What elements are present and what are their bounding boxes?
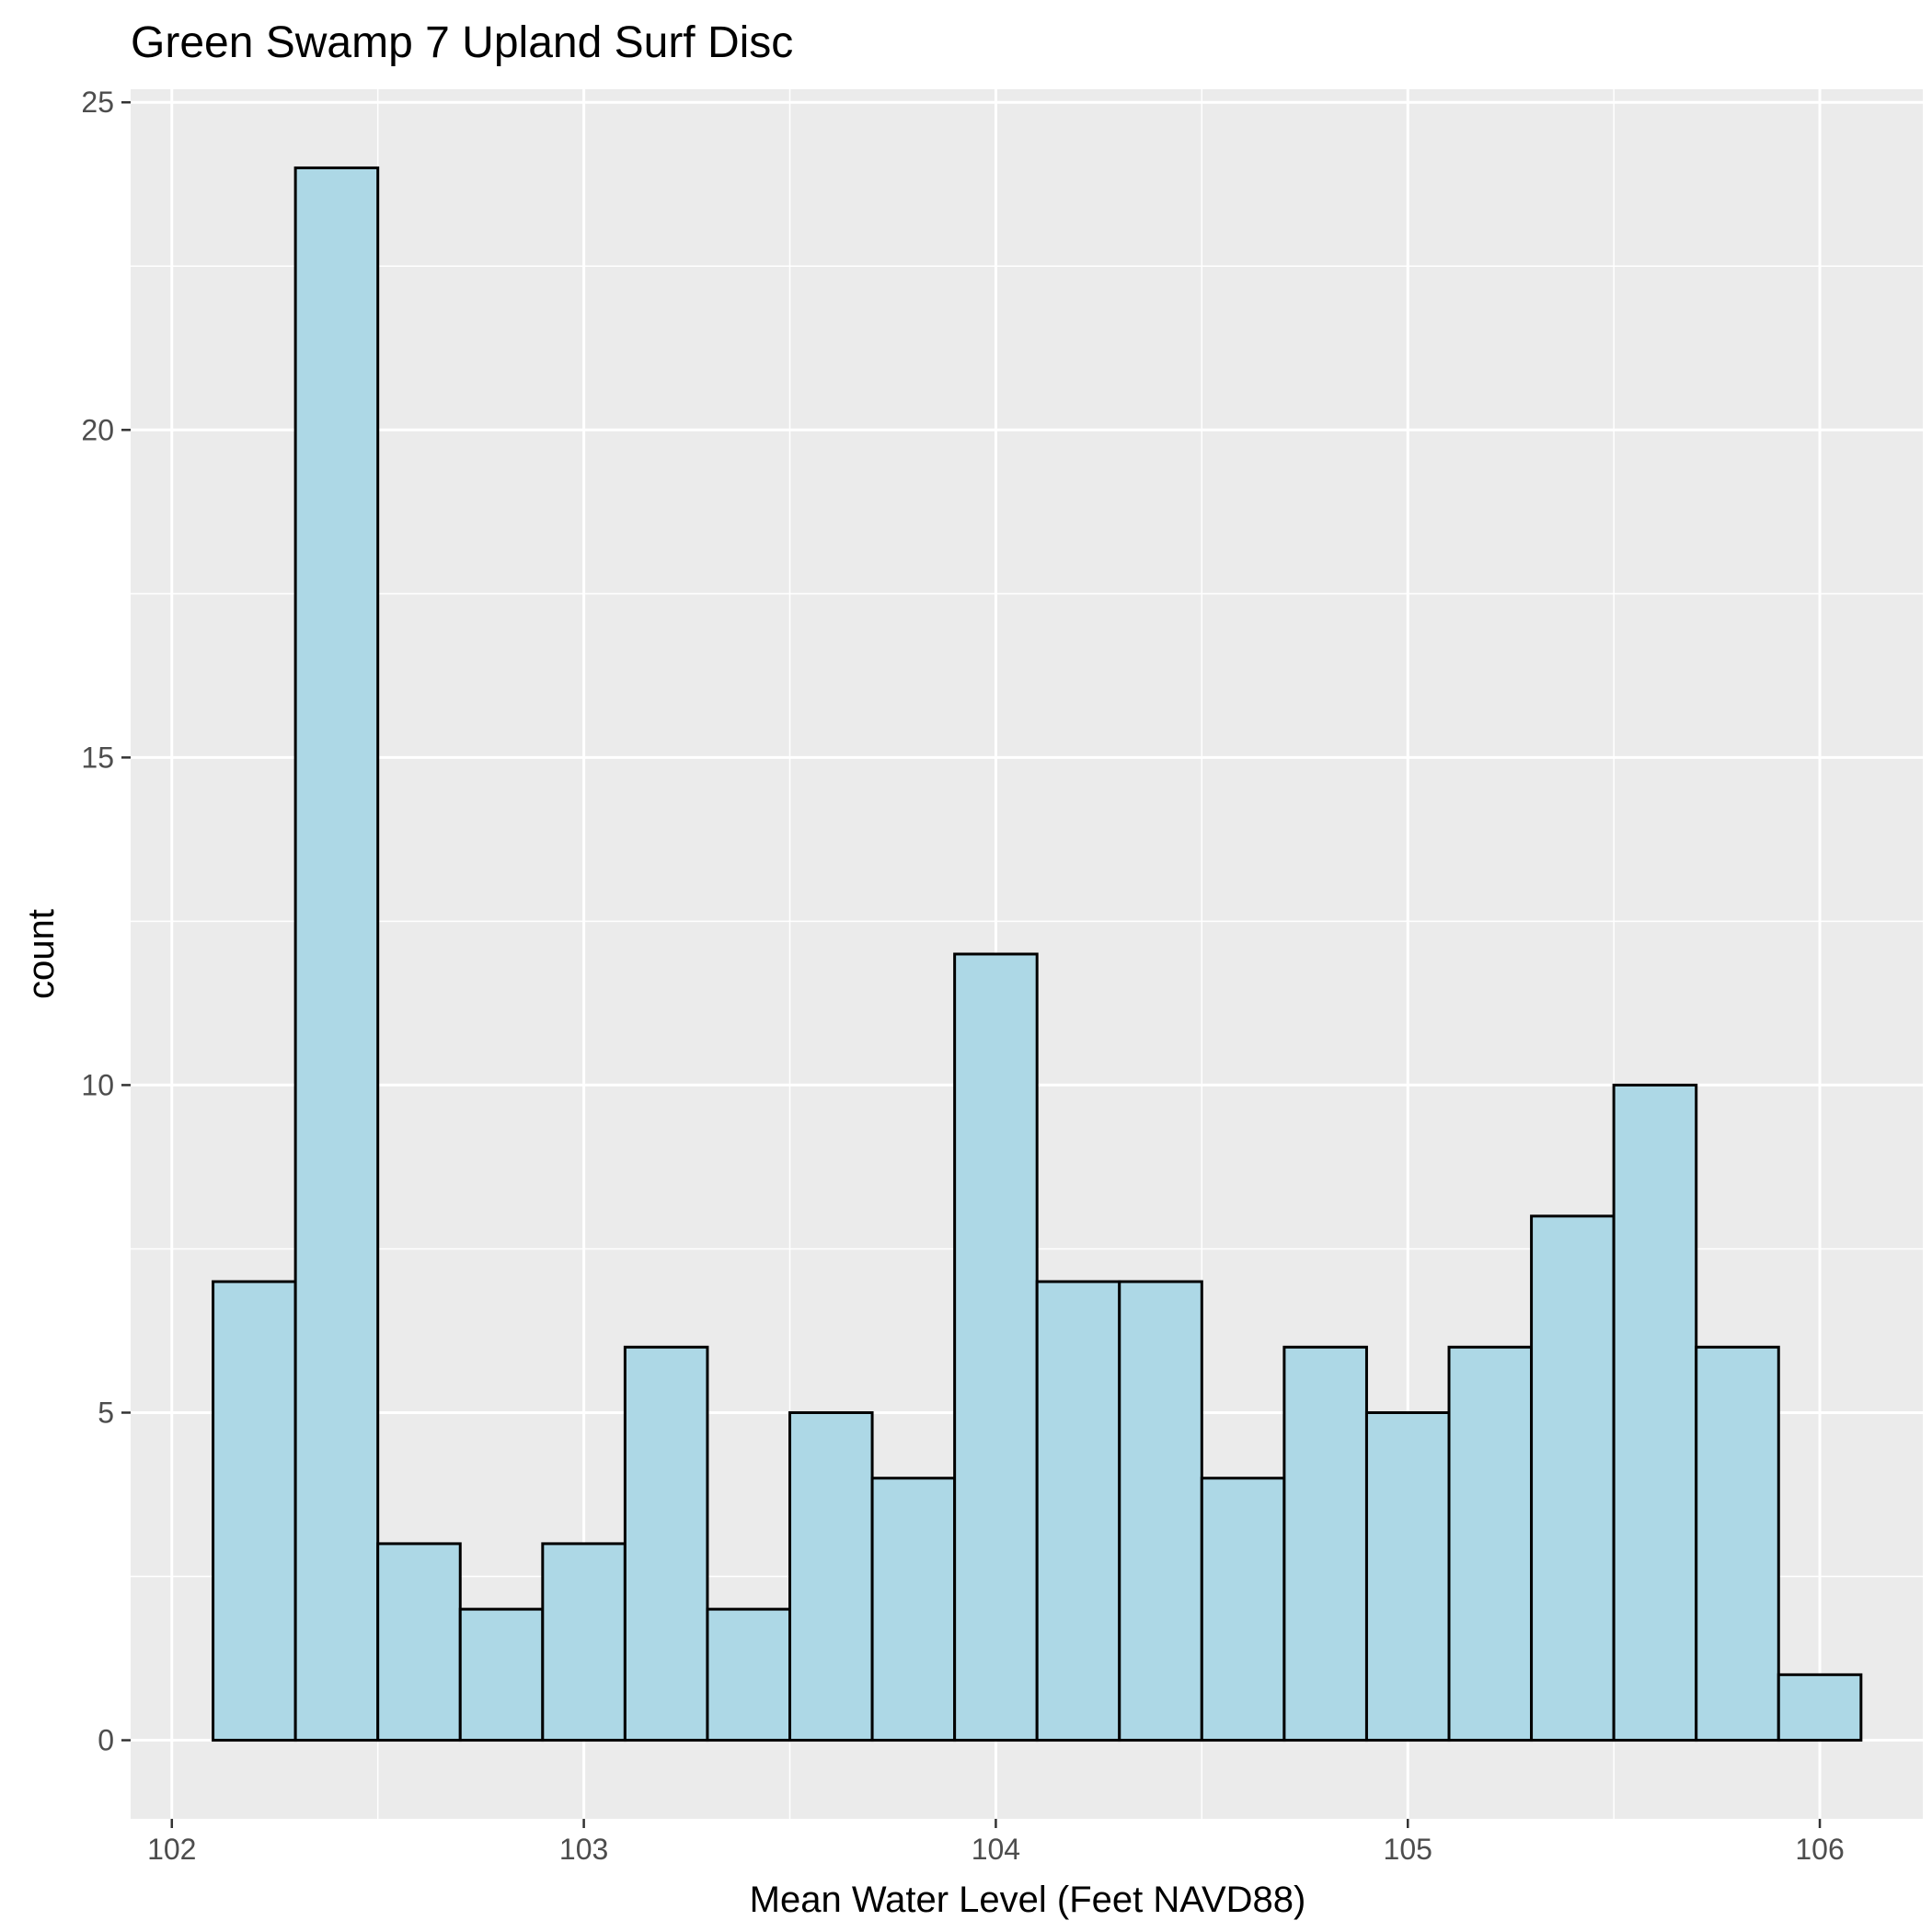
x-tick-label: 103 bbox=[559, 1833, 608, 1866]
histogram-bar bbox=[1695, 1345, 1780, 1742]
x-tick-label: 106 bbox=[1795, 1833, 1844, 1866]
y-tick-label: 0 bbox=[98, 1724, 114, 1757]
y-tick-label: 25 bbox=[81, 86, 114, 119]
x-tick-label: 105 bbox=[1384, 1833, 1432, 1866]
histogram-bar bbox=[293, 166, 380, 1742]
histogram-bar bbox=[1282, 1345, 1368, 1742]
x-axis-title: Mean Water Level (Feet NAVD88) bbox=[750, 1880, 1306, 1920]
histogram-bar bbox=[1364, 1410, 1451, 1742]
histogram-bar bbox=[870, 1477, 957, 1742]
y-tick-label: 15 bbox=[81, 741, 114, 774]
y-tick-label: 5 bbox=[98, 1396, 114, 1429]
histogram-bar bbox=[788, 1410, 874, 1742]
histogram-bar bbox=[623, 1345, 709, 1742]
x-tick-label: 102 bbox=[147, 1833, 196, 1866]
histogram-bar bbox=[376, 1542, 462, 1742]
histogram-bar bbox=[1200, 1477, 1286, 1742]
histogram-bar bbox=[212, 1280, 297, 1742]
histogram-bar bbox=[1447, 1345, 1534, 1742]
x-axis: 102 103 104 105 106 bbox=[147, 1819, 1845, 1866]
histogram-bar bbox=[1035, 1280, 1121, 1742]
x-tick-label: 104 bbox=[972, 1833, 1020, 1866]
histogram-bar bbox=[1530, 1214, 1616, 1742]
histogram-bar bbox=[706, 1607, 792, 1742]
histogram-bar bbox=[1612, 1083, 1698, 1742]
histogram-bar bbox=[953, 952, 1039, 1742]
histogram-bar bbox=[1777, 1673, 1863, 1742]
histogram-bar bbox=[458, 1607, 545, 1742]
y-tick-label: 20 bbox=[81, 413, 114, 446]
y-axis: 0 5 10 15 20 25 bbox=[81, 86, 131, 1757]
histogram-bar bbox=[1118, 1280, 1203, 1742]
histogram-bars bbox=[212, 166, 1863, 1742]
chart-title: Green Swamp 7 Upland Surf Disc bbox=[131, 18, 793, 67]
y-tick-label: 10 bbox=[81, 1068, 114, 1101]
histogram-bar bbox=[541, 1542, 627, 1742]
y-axis-title: count bbox=[21, 909, 62, 999]
